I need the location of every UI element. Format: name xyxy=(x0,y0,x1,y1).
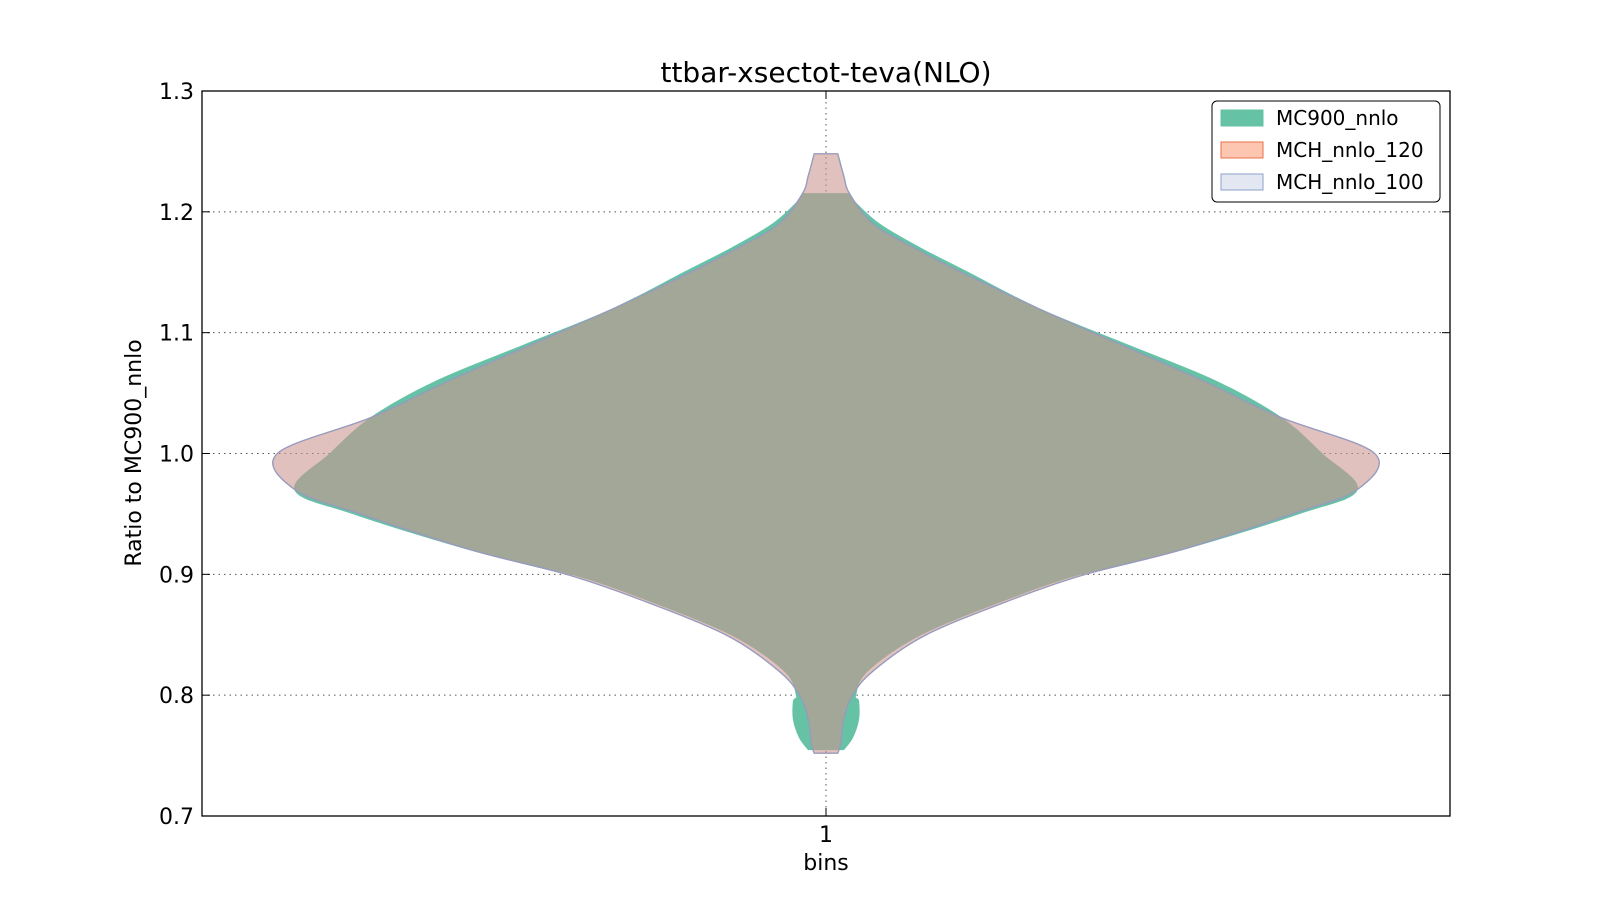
legend-swatch-mch-nnlo-120 xyxy=(1220,141,1264,159)
x-tick-label: 1 xyxy=(819,823,833,848)
legend-swatch-mc900-nnlo xyxy=(1220,109,1264,127)
violin-mch-nnlo-100 xyxy=(272,153,1380,754)
y-tick-label: 1.1 xyxy=(159,322,194,347)
y-tick-label: 1.2 xyxy=(159,201,194,226)
x-axis-label: bins xyxy=(803,851,848,876)
y-tick-label: 0.9 xyxy=(159,563,194,588)
legend-frame xyxy=(1211,100,1441,203)
legend-label-mch-nnlo-120: MCH_nnlo_120 xyxy=(1276,138,1424,162)
violin-bodies xyxy=(272,153,1380,754)
chart-title: ttbar-xsectot-teva(NLO) xyxy=(660,56,991,89)
legend-swatch-mch-nnlo-100 xyxy=(1220,173,1264,191)
y-tick-label: 0.8 xyxy=(159,684,194,709)
y-tick-label: 0.7 xyxy=(159,805,194,830)
y-tick-label: 1.3 xyxy=(159,80,194,105)
y-axis-label: Ratio to MC900_nnlo xyxy=(122,339,147,566)
legend-label-mc900-nnlo: MC900_nnlo xyxy=(1276,106,1399,130)
legend-label-mch-nnlo-100: MCH_nnlo_100 xyxy=(1276,170,1424,194)
axis-ticks: 0.7 0.8 0.9 1.0 1.1 1.2 1.3 1 xyxy=(159,80,1450,848)
y-tick-label: 1.0 xyxy=(159,443,194,468)
legend: MC900_nnlo MCH_nnlo_120 MCH_nnlo_100 xyxy=(1211,100,1441,203)
